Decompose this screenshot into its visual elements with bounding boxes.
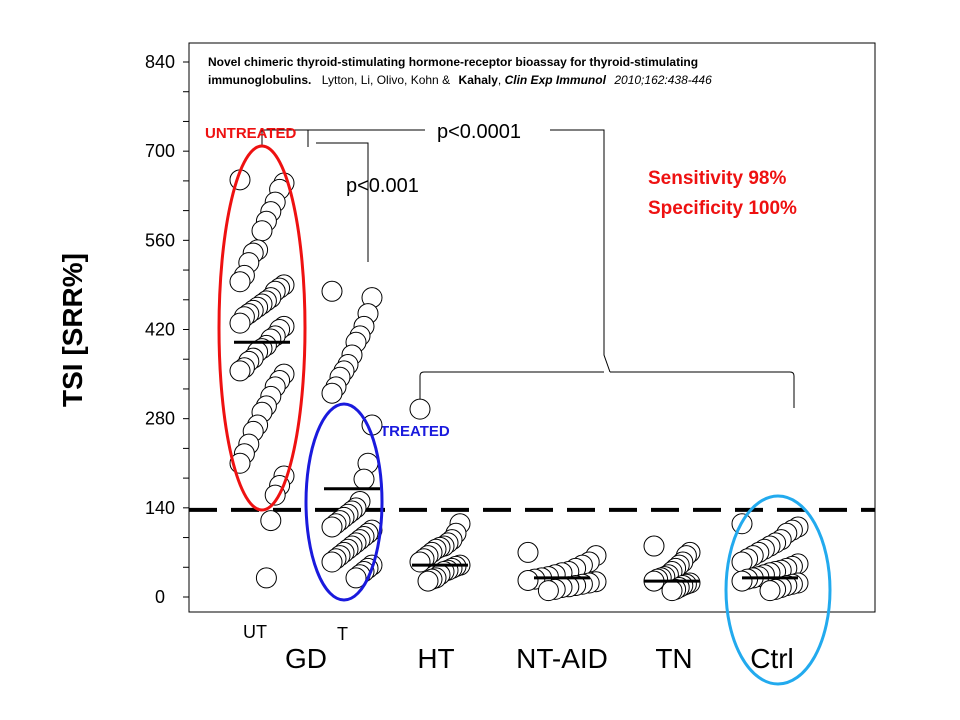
reference-journal: Clin Exp Immunol [505, 73, 607, 87]
bracket-others [419, 371, 795, 408]
y-axis-ticks [183, 61, 189, 598]
treated-label: TREATED [380, 423, 450, 440]
reference-title-line1: Novel chimeric thyroid-stimulating hormo… [208, 55, 698, 69]
category-label-tn: TN [655, 643, 692, 674]
data-point-nt-aid [517, 569, 539, 591]
reference-authors: Lytton, Li, Olivo, Kohn & [322, 73, 450, 87]
y-tick-label: 560 [145, 230, 175, 250]
p-value-overall: p<0.0001 [437, 121, 521, 143]
reference-lead-author: Kahaly [459, 73, 499, 87]
bracket-gd [316, 142, 369, 262]
data-point-t [321, 382, 343, 404]
y-tick-label: 840 [145, 52, 175, 72]
data-point-ctrl [731, 570, 753, 592]
y-axis-title: TSI [SRR%] [57, 253, 88, 407]
plot-frame [188, 42, 876, 613]
data-point-t [321, 516, 343, 538]
data-point-ut [229, 360, 251, 382]
ctrl-ellipse [724, 494, 832, 686]
data-point-t [345, 567, 367, 589]
untreated-ellipse [217, 144, 307, 512]
data-point-t [321, 551, 343, 573]
category-label-nt-aid: NT-AID [516, 643, 608, 674]
reference-comma: , [498, 73, 505, 87]
sensitivity-label: Sensitivity 98% [648, 168, 786, 189]
treated-ellipse [304, 402, 384, 602]
data-points [229, 169, 809, 602]
untreated-label: UNTREATED [205, 125, 297, 142]
data-point-ut [260, 510, 282, 532]
data-point-nt-aid [537, 580, 559, 602]
category-label-gd: GD [285, 643, 327, 674]
data-point-nt-aid [517, 541, 539, 563]
reference-line2: immunoglobulins. Lytton, Li, Olivo, Kohn… [208, 71, 712, 88]
data-point-tn [643, 535, 665, 557]
sublabel-t: T [337, 624, 348, 644]
y-tick-label: 420 [145, 320, 175, 340]
data-point-ht [409, 551, 431, 573]
sublabel-ut: UT [243, 622, 267, 642]
y-tick-label: 0 [155, 587, 165, 607]
y-tick-label: 700 [145, 141, 175, 161]
bracket-untreated [261, 129, 309, 147]
data-point-ut [255, 567, 277, 589]
data-point-t [321, 280, 343, 302]
specificity-label: Specificity 100% [648, 198, 797, 219]
y-axis-tick-labels: 0 140 280 420 560 700 840 [145, 52, 175, 607]
reference-title-line2: immunoglobulins. [208, 73, 311, 87]
data-point-ut [251, 220, 273, 242]
data-point-ht [417, 570, 439, 592]
data-point-ctrl [759, 580, 781, 602]
data-point-ut [229, 312, 251, 334]
category-label-ctrl: Ctrl [750, 643, 794, 674]
median-bars [234, 340, 798, 583]
category-label-ht: HT [417, 643, 454, 674]
data-point-ht [409, 398, 431, 420]
p-value-gd: p<0.001 [346, 175, 419, 197]
reference-citation: 2010;162:438-446 [613, 73, 712, 87]
y-tick-label: 280 [145, 409, 175, 429]
data-point-ut [229, 271, 251, 293]
data-point-t [353, 468, 375, 490]
y-tick-label: 140 [145, 498, 175, 518]
data-point-tn [661, 580, 683, 602]
bracket-top-right [550, 129, 611, 373]
